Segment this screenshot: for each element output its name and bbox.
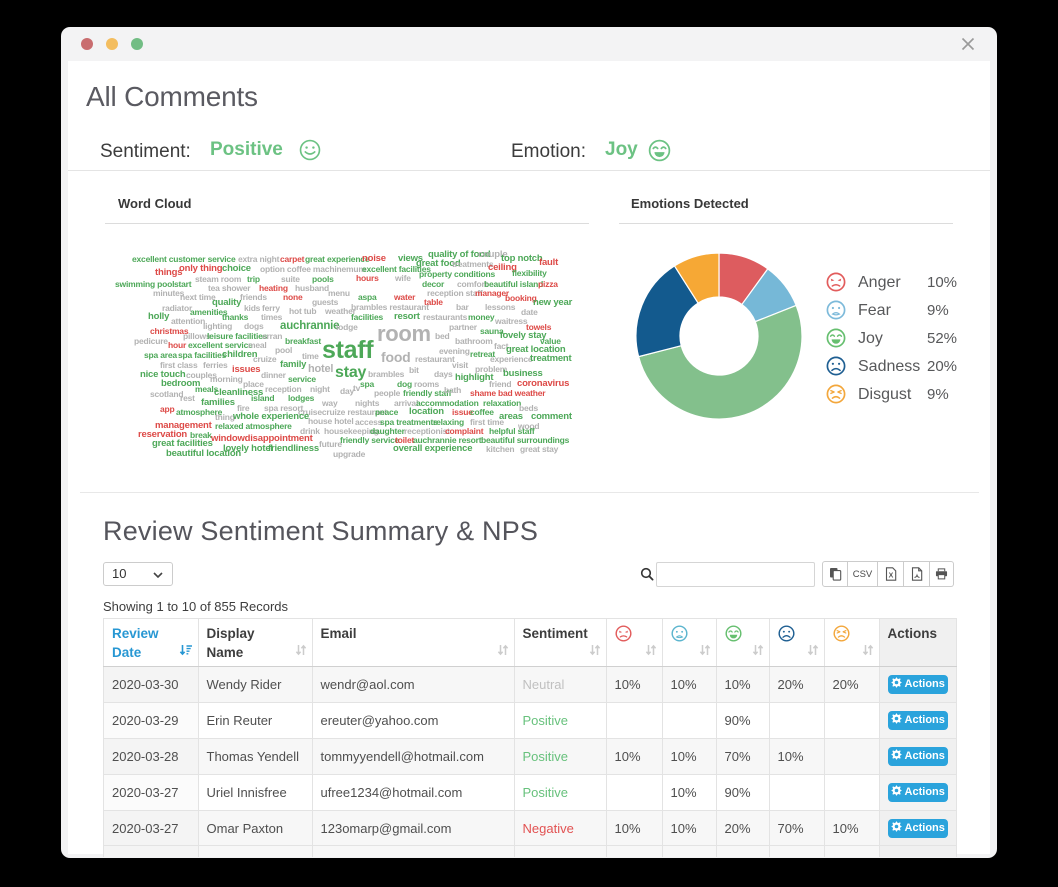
- svg-text:X: X: [888, 573, 893, 580]
